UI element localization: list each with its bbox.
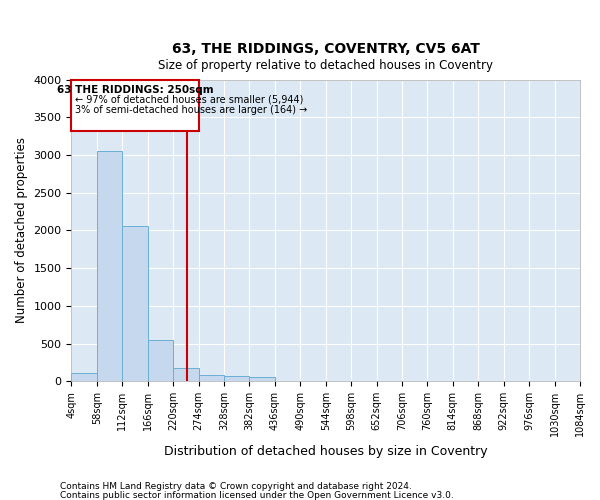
Y-axis label: Number of detached properties: Number of detached properties <box>15 138 28 324</box>
Text: 63, THE RIDDINGS, COVENTRY, CV5 6AT: 63, THE RIDDINGS, COVENTRY, CV5 6AT <box>172 42 479 56</box>
Bar <box>71 373 97 381</box>
Bar <box>122 226 148 381</box>
Bar <box>148 340 173 381</box>
Bar <box>173 368 199 381</box>
Text: ← 97% of detached houses are smaller (5,944): ← 97% of detached houses are smaller (5,… <box>75 95 304 105</box>
Text: Contains HM Land Registry data © Crown copyright and database right 2024.: Contains HM Land Registry data © Crown c… <box>60 482 412 491</box>
Bar <box>250 376 275 381</box>
Bar <box>97 152 122 381</box>
Text: 63 THE RIDDINGS: 250sqm: 63 THE RIDDINGS: 250sqm <box>56 85 213 95</box>
X-axis label: Distribution of detached houses by size in Coventry: Distribution of detached houses by size … <box>164 444 488 458</box>
Text: Contains public sector information licensed under the Open Government Licence v3: Contains public sector information licen… <box>60 490 454 500</box>
Text: Size of property relative to detached houses in Coventry: Size of property relative to detached ho… <box>158 60 493 72</box>
Bar <box>199 375 224 381</box>
Text: 3% of semi-detached houses are larger (164) →: 3% of semi-detached houses are larger (1… <box>75 106 307 116</box>
Bar <box>224 376 250 381</box>
Bar <box>71 80 199 131</box>
